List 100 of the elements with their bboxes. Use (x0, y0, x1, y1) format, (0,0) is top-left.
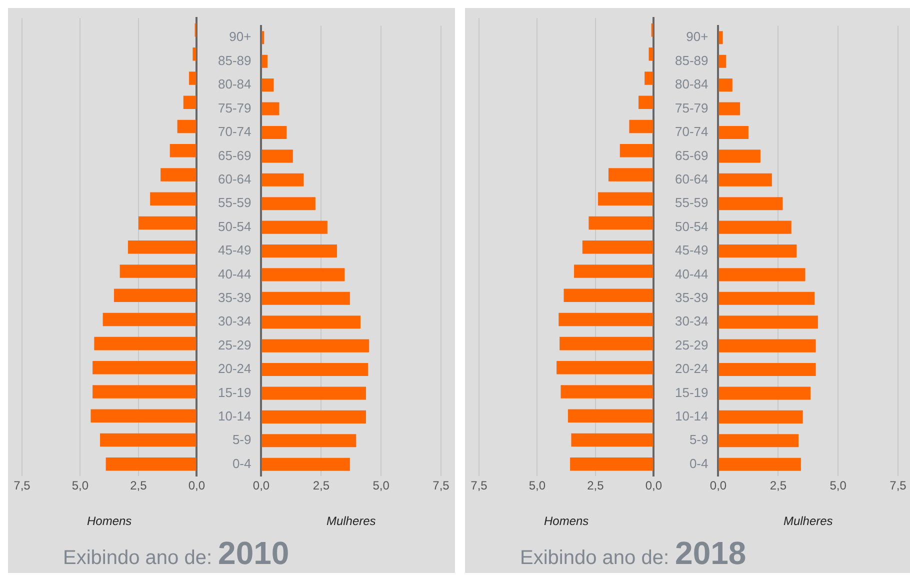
bar (114, 288, 196, 302)
bar (718, 244, 797, 258)
y-tick-label: 40-44 (675, 266, 708, 282)
text: Exibindo ano de: (63, 547, 212, 569)
bar (718, 316, 818, 329)
y-tick-label: 65-69 (218, 148, 252, 163)
bar (629, 120, 654, 134)
bar (94, 336, 196, 350)
y-tick-label: 15-19 (675, 384, 708, 400)
bar (718, 173, 772, 186)
x-tick-label: 7,5 (432, 478, 450, 493)
bar (90, 409, 196, 423)
bar (644, 72, 654, 85)
bar (582, 240, 654, 254)
x-tick-label: 5,0 (372, 478, 390, 493)
y-tick-label: 25-29 (218, 337, 252, 352)
y-tick-label: 85-89 (675, 52, 708, 68)
bar (571, 433, 654, 447)
bar (262, 197, 316, 210)
bar (718, 54, 726, 68)
bar (262, 173, 304, 186)
x-tick-label: 0,0 (188, 478, 206, 493)
x-tick-label: 2,5 (312, 478, 330, 493)
bar (718, 458, 801, 471)
y-tick-label: 10-14 (218, 408, 252, 424)
bar (262, 339, 370, 352)
bar (262, 363, 368, 376)
y-tick-label: 50-54 (218, 218, 252, 234)
bar (262, 54, 268, 68)
text: Exibindo ano de: (520, 547, 670, 569)
bar (718, 126, 748, 139)
y-tick-label: 30-34 (675, 314, 708, 329)
bar (188, 72, 196, 85)
bar (262, 31, 264, 44)
x-tick-label: 2,5 (770, 478, 787, 493)
x-tick-label: 0,0 (645, 478, 662, 493)
y-tick-label: 20-24 (218, 361, 252, 376)
bar (100, 433, 196, 447)
y-tick-label: 80-84 (675, 76, 708, 92)
x-axis-title: Homens (544, 514, 589, 528)
y-tick-label: 0-4 (232, 456, 252, 471)
bar (608, 168, 654, 182)
bar (262, 292, 350, 305)
bar (718, 102, 740, 116)
x-tick-label: 5,0 (72, 478, 89, 493)
text: 2018 (675, 535, 746, 571)
text: 2010 (218, 535, 290, 571)
x-tick-label: 2,5 (587, 478, 604, 493)
bar (192, 48, 196, 61)
bar (262, 386, 366, 400)
bar (718, 78, 732, 92)
y-tick-label: 75-79 (218, 100, 252, 116)
x-axis-title: Mulheres (326, 514, 376, 528)
bar (718, 410, 803, 424)
bar (150, 192, 196, 206)
bar (574, 264, 654, 278)
bar (718, 150, 760, 163)
y-tick-label: 45-49 (218, 242, 252, 258)
y-tick-label: 90+ (229, 29, 252, 44)
x-tick-label: 2,5 (130, 478, 148, 493)
x-tick-label: 0,0 (252, 478, 270, 493)
bar (262, 268, 345, 282)
bar (262, 434, 356, 448)
y-tick-label: 50-54 (675, 218, 708, 234)
y-tick-label: 45-49 (675, 242, 708, 258)
bar (718, 220, 792, 234)
bar (568, 409, 654, 423)
y-tick-label: 70-74 (218, 124, 252, 140)
x-axis-title: Homens (86, 514, 132, 528)
bar (718, 31, 723, 44)
y-tick-label: 0-4 (689, 456, 708, 471)
y-tick-label: 55-59 (675, 195, 708, 210)
bar (564, 288, 654, 302)
x-tick-label: 0,0 (710, 478, 727, 493)
x-axis-title: Mulheres (783, 514, 833, 528)
x-tick-label: 5,0 (830, 478, 847, 493)
y-tick-label: 75-79 (675, 100, 708, 116)
bar (570, 458, 654, 471)
y-tick-label: 85-89 (218, 52, 252, 68)
bar (560, 385, 654, 398)
bar (138, 216, 196, 230)
bar (718, 339, 816, 352)
y-tick-label: 40-44 (218, 266, 252, 282)
bar (638, 96, 654, 110)
bar (718, 434, 799, 448)
y-tick-label: 20-24 (675, 361, 708, 376)
y-tick-label: 15-19 (218, 384, 252, 400)
bar (262, 126, 287, 139)
y-tick-label: 65-69 (675, 148, 708, 163)
y-tick-label: 55-59 (218, 195, 252, 210)
bar (106, 458, 196, 471)
y-tick-label: 5-9 (232, 432, 252, 448)
bar (556, 361, 654, 374)
y-tick-label: 35-39 (218, 290, 252, 305)
bar (262, 102, 280, 116)
x-tick-label: 5,0 (528, 478, 546, 493)
y-tick-label: 5-9 (689, 432, 708, 448)
x-tick-label: 7,5 (14, 478, 31, 493)
bar (598, 192, 654, 206)
bar (620, 144, 654, 158)
